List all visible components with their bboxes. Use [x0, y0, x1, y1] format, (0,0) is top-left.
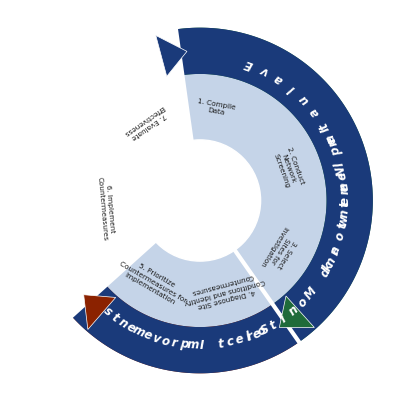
Text: p: p [179, 338, 188, 351]
Text: u: u [296, 92, 311, 107]
Polygon shape [106, 73, 327, 328]
Text: e: e [142, 328, 154, 343]
Polygon shape [72, 28, 372, 373]
Text: t: t [217, 337, 224, 351]
Text: o: o [333, 231, 348, 242]
Text: n: n [338, 209, 351, 218]
Text: M: M [302, 285, 320, 302]
Text: t: t [317, 119, 331, 131]
Text: e: e [338, 197, 351, 205]
Text: l: l [286, 82, 297, 95]
Text: e: e [250, 326, 263, 341]
Text: i: i [278, 312, 289, 325]
Text: s: s [101, 305, 114, 319]
Text: l: l [333, 160, 347, 167]
Text: w: w [336, 214, 351, 226]
Polygon shape [279, 296, 314, 328]
Text: d: d [318, 266, 333, 279]
Text: t: t [268, 318, 279, 332]
Text: 7. Evaluate
Effectiveness: 7. Evaluate Effectiveness [122, 104, 170, 143]
Text: e: e [324, 134, 339, 146]
Text: 5. Prioritize
Countermeasures for
Implementation: 5. Prioritize Countermeasures for Implem… [115, 254, 191, 310]
Text: 4. Diagnose Site
Conditions and Identify
Countermeasures: 4. Diagnose Site Conditions and Identify… [181, 270, 267, 312]
Text: p: p [329, 146, 344, 158]
Text: v: v [151, 331, 162, 346]
Text: n: n [116, 315, 130, 331]
Text: 6. Implement
Countermeasures: 6. Implement Countermeasures [97, 176, 116, 241]
Text: E: E [243, 57, 255, 72]
Text: N: N [334, 165, 349, 177]
Text: m: m [323, 132, 340, 148]
Text: 3. Select
Sites for
Investigation: 3. Select Sites for Investigation [258, 225, 301, 275]
Polygon shape [182, 73, 327, 305]
Text: a: a [272, 71, 285, 86]
Text: 1. Compile
Data: 1. Compile Data [196, 98, 236, 118]
Text: t: t [336, 222, 350, 230]
Text: o: o [160, 334, 171, 348]
Text: t: t [109, 311, 121, 324]
Text: I: I [200, 339, 204, 352]
Polygon shape [84, 295, 116, 330]
Polygon shape [72, 286, 299, 373]
Text: r: r [328, 247, 342, 257]
Text: e: e [124, 320, 137, 335]
Text: e: e [338, 183, 351, 192]
Text: t: t [338, 201, 351, 207]
Polygon shape [176, 28, 372, 342]
Text: o: o [295, 295, 310, 310]
Text: k: k [321, 260, 336, 273]
Text: 2. Conduct
Network
Screening: 2. Conduct Network Screening [272, 146, 305, 190]
Text: a: a [307, 105, 322, 119]
Text: m: m [186, 338, 199, 352]
Text: r: r [246, 329, 256, 343]
Text: e: e [336, 171, 350, 181]
Text: m: m [131, 323, 147, 340]
Text: n: n [286, 304, 301, 319]
Text: e: e [234, 333, 245, 347]
Text: c: c [225, 335, 235, 349]
Text: S: S [258, 322, 272, 338]
Text: n: n [324, 255, 339, 268]
Polygon shape [106, 241, 273, 328]
Text: o: o [256, 324, 268, 339]
Text: v: v [258, 63, 270, 78]
Polygon shape [156, 35, 187, 77]
Text: r: r [170, 336, 178, 350]
Text: I: I [319, 124, 333, 134]
Text: m: m [337, 182, 351, 195]
Text: l: l [244, 330, 252, 344]
Circle shape [139, 140, 261, 261]
Text: a: a [329, 244, 344, 256]
